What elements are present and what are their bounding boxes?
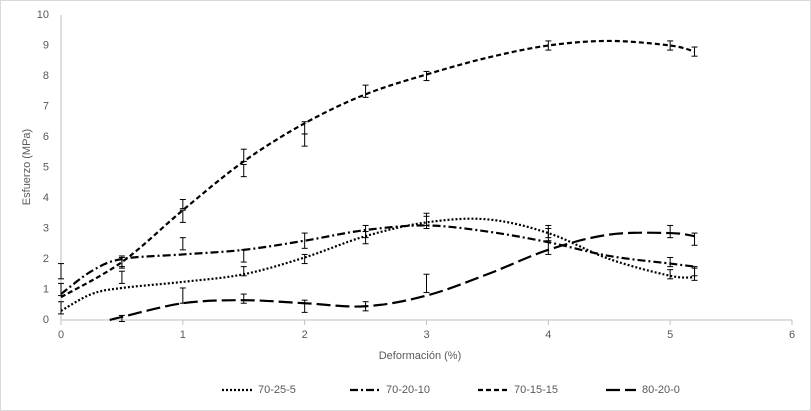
- error-bar: [545, 40, 552, 51]
- error-bar: [58, 263, 64, 280]
- legend-label: 80-20-0: [642, 384, 680, 396]
- error-bar: [240, 293, 247, 304]
- error-bar: [58, 301, 64, 315]
- error-bar: [691, 232, 698, 246]
- error-bar: [362, 224, 369, 239]
- error-bar: [423, 273, 430, 294]
- error-bar: [423, 70, 430, 82]
- error-bar: [545, 241, 552, 255]
- y-tick-label: 0: [43, 314, 49, 326]
- y-tick-label: 9: [43, 39, 49, 51]
- y-tick-label: 3: [43, 222, 49, 234]
- error-bar: [301, 299, 308, 313]
- y-tick-label: 8: [43, 70, 49, 82]
- error-bar: [423, 215, 430, 229]
- error-bar: [179, 237, 186, 251]
- error-bar: [691, 46, 698, 57]
- error-bar: [179, 287, 186, 304]
- error-bar: [118, 314, 125, 323]
- error-bar: [118, 270, 125, 284]
- error-bar: [301, 133, 308, 147]
- legend-label: 70-25-5: [258, 384, 296, 396]
- y-tick-label: 4: [43, 192, 49, 204]
- error-bar: [362, 301, 369, 312]
- x-tick-label: 4: [545, 329, 551, 341]
- error-bar: [240, 163, 247, 178]
- x-tick-label: 1: [180, 329, 186, 341]
- error-bar: [240, 148, 247, 162]
- y-tick-label: 5: [43, 161, 49, 173]
- error-bar: [691, 266, 698, 277]
- x-tick-label: 5: [667, 329, 673, 341]
- legend-label: 70-20-10: [386, 384, 430, 396]
- error-bar: [179, 199, 186, 210]
- y-tick-label: 6: [43, 131, 49, 143]
- error-bar: [667, 269, 674, 280]
- x-tick-label: 0: [58, 329, 64, 341]
- y-tick-label: 10: [37, 9, 49, 21]
- x-axis-label: Deformación (%): [379, 350, 462, 362]
- error-bar: [301, 253, 308, 265]
- error-bar: [240, 249, 247, 263]
- y-tick-label: 1: [43, 283, 49, 295]
- error-bar: [667, 40, 674, 51]
- trend-line: [109, 231, 695, 322]
- trend-line: [60, 39, 695, 299]
- x-tick-label: 6: [789, 329, 795, 341]
- y-axis-label: Esfuerzo (MPa): [21, 129, 33, 205]
- error-bar: [362, 84, 369, 98]
- error-bar: [179, 209, 186, 223]
- x-tick-label: 2: [302, 329, 308, 341]
- error-bar: [301, 232, 308, 249]
- error-bar: [545, 224, 552, 239]
- error-bar: [667, 224, 674, 239]
- error-bar: [58, 282, 64, 297]
- x-tick-label: 3: [423, 329, 429, 341]
- y-tick-label: 7: [43, 100, 49, 112]
- error-bar: [118, 256, 125, 268]
- error-bar: [667, 256, 674, 268]
- y-tick-label: 2: [43, 253, 49, 265]
- error-bar: [240, 266, 247, 277]
- legend-label: 70-15-15: [514, 384, 558, 396]
